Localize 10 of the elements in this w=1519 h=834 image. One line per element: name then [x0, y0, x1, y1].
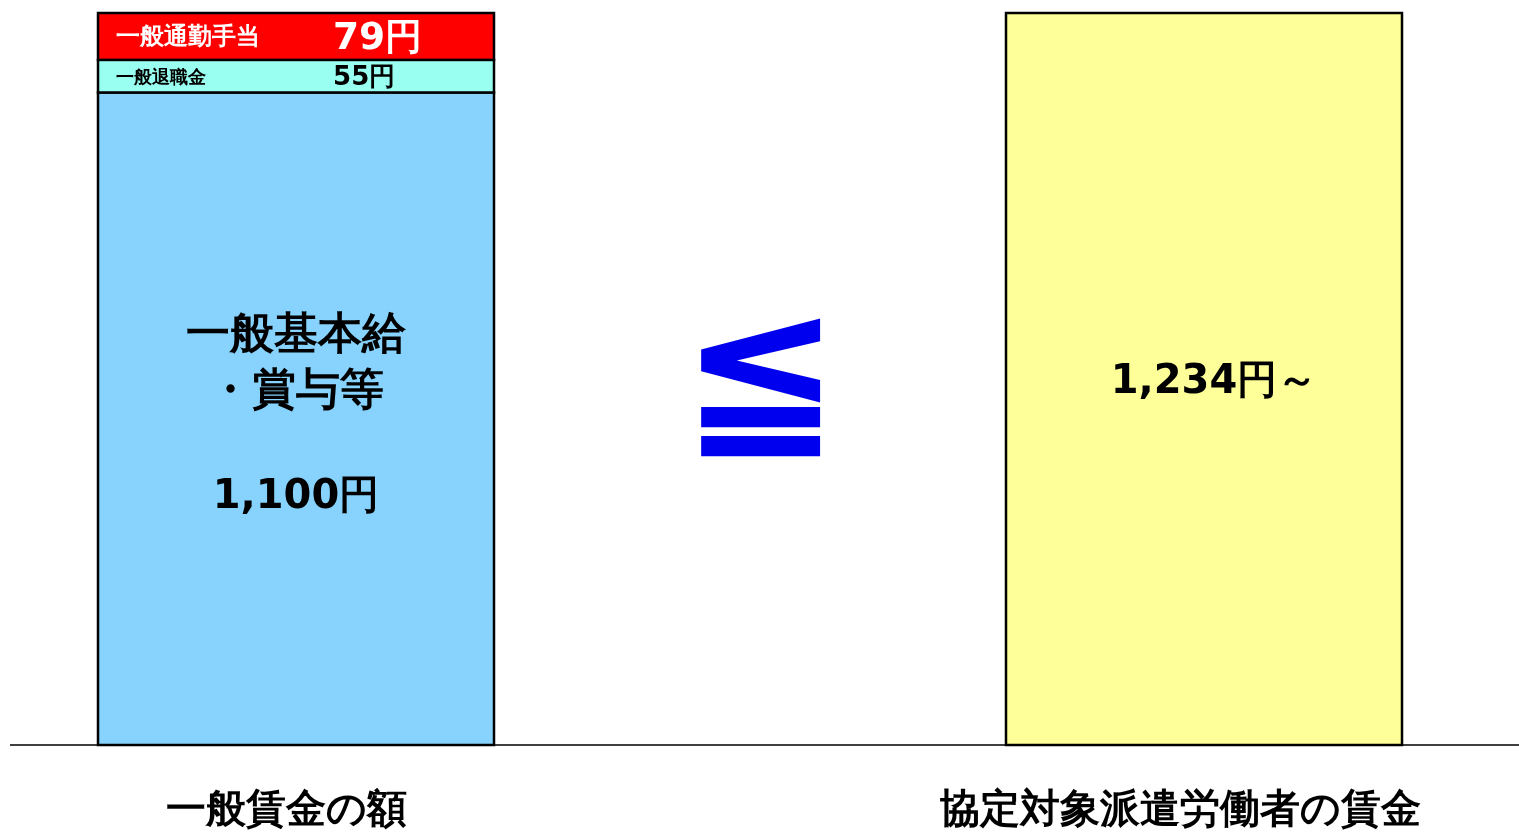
data-label: 1,100円: [212, 470, 380, 517]
data-label: 79円: [333, 14, 423, 59]
x-tick-label: 一般賃金の額: [165, 785, 407, 831]
series-label: 一般基本給・賞与等: [186, 307, 407, 415]
data-label: 1,234円～: [1110, 356, 1318, 402]
series-label: 一般退職金: [116, 65, 206, 87]
x-tick-label: 協定対象派遣労働者の賃金: [939, 785, 1421, 831]
data-label: 55円: [333, 61, 396, 92]
series-label: 一般通勤手当: [116, 22, 260, 51]
annotation: ≦: [680, 259, 841, 481]
